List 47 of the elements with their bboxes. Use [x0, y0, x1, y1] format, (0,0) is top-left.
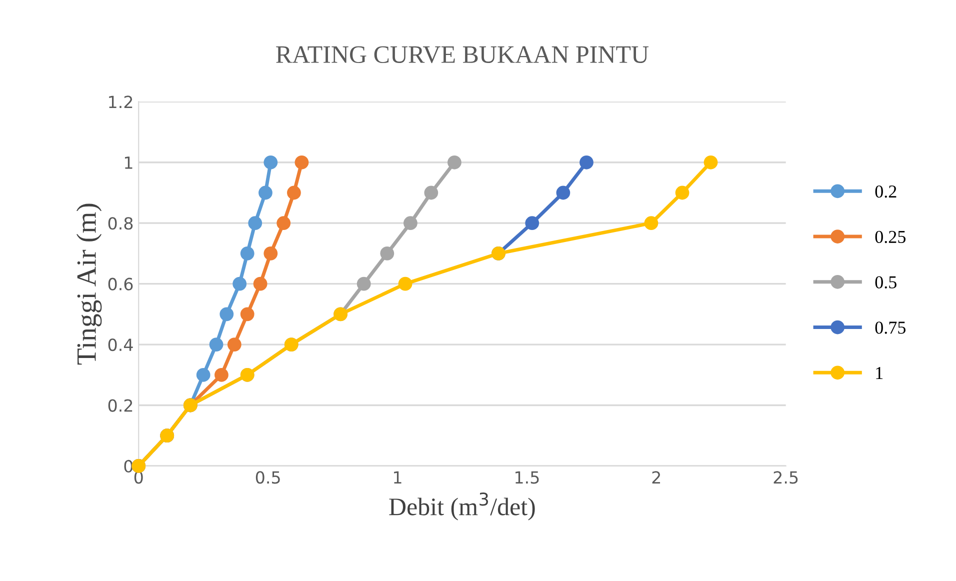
point	[448, 155, 462, 170]
point	[240, 307, 254, 322]
y-tick-label: 0.6	[108, 278, 133, 290]
legend-label: 0.2	[875, 185, 896, 198]
legend-label: 0.75	[875, 322, 906, 334]
point	[404, 216, 418, 230]
y-tick-label: 1	[124, 156, 132, 169]
point	[209, 338, 224, 352]
point	[398, 276, 412, 291]
y-tick-label: 0.2	[108, 399, 132, 412]
x-tick-label: 2.5	[774, 471, 798, 484]
point	[240, 246, 254, 260]
point	[220, 307, 234, 322]
point	[356, 276, 371, 291]
point	[258, 186, 272, 200]
point	[704, 155, 718, 170]
legend-label: 0.25	[875, 230, 906, 244]
y-tick-label: 0.8	[108, 217, 133, 230]
point	[287, 186, 301, 200]
point	[227, 338, 242, 352]
legend-label: 0.5	[875, 276, 896, 288]
x-tick-label: 2	[652, 471, 660, 484]
x-tick-label: 1.5	[516, 471, 539, 484]
point	[196, 368, 210, 382]
point	[253, 276, 268, 291]
point	[264, 155, 278, 170]
x-axis-title: Debit (m$^{3}$/det)	[389, 492, 535, 520]
point	[264, 246, 278, 260]
point	[380, 246, 394, 260]
y-tick-label: 1.2	[109, 96, 132, 108]
point	[580, 155, 594, 170]
point	[556, 186, 570, 200]
point	[424, 186, 438, 200]
point	[525, 216, 540, 230]
x-tick-label: 0.5	[256, 471, 280, 484]
x-tick-label: 1	[394, 471, 402, 484]
point	[232, 276, 247, 291]
point	[675, 186, 690, 200]
y-tick-label: 0.4	[108, 338, 133, 352]
point	[294, 155, 309, 170]
point	[644, 216, 658, 230]
point	[214, 368, 228, 382]
legend-label: 1	[876, 367, 883, 379]
y-axis-title: Tinggi Air (m)	[76, 204, 102, 365]
point	[248, 216, 262, 230]
point	[276, 216, 291, 230]
chart-title: RATING CURVE BUKAAN PINTU	[276, 46, 649, 64]
